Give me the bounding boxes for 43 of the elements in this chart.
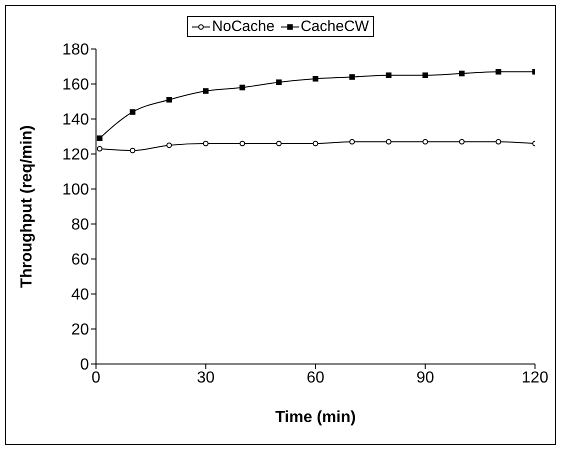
y-tick-label: 100 xyxy=(62,182,90,199)
point xyxy=(96,146,102,152)
point xyxy=(240,140,246,146)
point xyxy=(349,74,355,80)
point xyxy=(276,79,282,86)
point xyxy=(312,140,318,146)
point xyxy=(312,76,318,82)
y-tick-label: 80 xyxy=(71,216,90,234)
point xyxy=(422,72,428,78)
x-axis-title: Time (min) xyxy=(275,409,356,426)
x-tick-label: 30 xyxy=(196,369,215,386)
point xyxy=(386,138,392,145)
y-tick-label: 180 xyxy=(62,42,90,59)
point xyxy=(496,68,502,75)
legend-label: NoCache xyxy=(211,18,275,35)
point xyxy=(202,140,209,146)
y-axis-title: Throughput (req/min) xyxy=(18,125,36,288)
y-tick-label: 40 xyxy=(71,286,90,304)
y-tick-label: 160 xyxy=(62,76,90,94)
point xyxy=(496,138,502,145)
y-tick-label: 120 xyxy=(62,146,90,164)
point xyxy=(166,142,172,148)
legend-label: CacheCW xyxy=(300,18,369,35)
point xyxy=(202,88,209,94)
point xyxy=(422,138,428,145)
x-tick-label: 120 xyxy=(522,369,548,386)
point xyxy=(276,140,282,146)
y-tick-label: 20 xyxy=(71,322,90,339)
point xyxy=(96,135,102,142)
point xyxy=(349,138,355,145)
y-tick-label: 140 xyxy=(62,112,90,129)
point xyxy=(166,96,172,103)
point xyxy=(459,70,465,76)
point xyxy=(130,148,136,154)
y-tick-label: 60 xyxy=(71,252,90,269)
y-tick-label: 0 xyxy=(80,356,90,374)
x-tick-label: 90 xyxy=(416,369,434,386)
point xyxy=(130,109,136,115)
point xyxy=(386,72,392,78)
point xyxy=(459,138,465,145)
x-tick-label: 0 xyxy=(92,369,101,386)
point xyxy=(240,84,246,90)
x-tick-label: 60 xyxy=(306,369,324,386)
